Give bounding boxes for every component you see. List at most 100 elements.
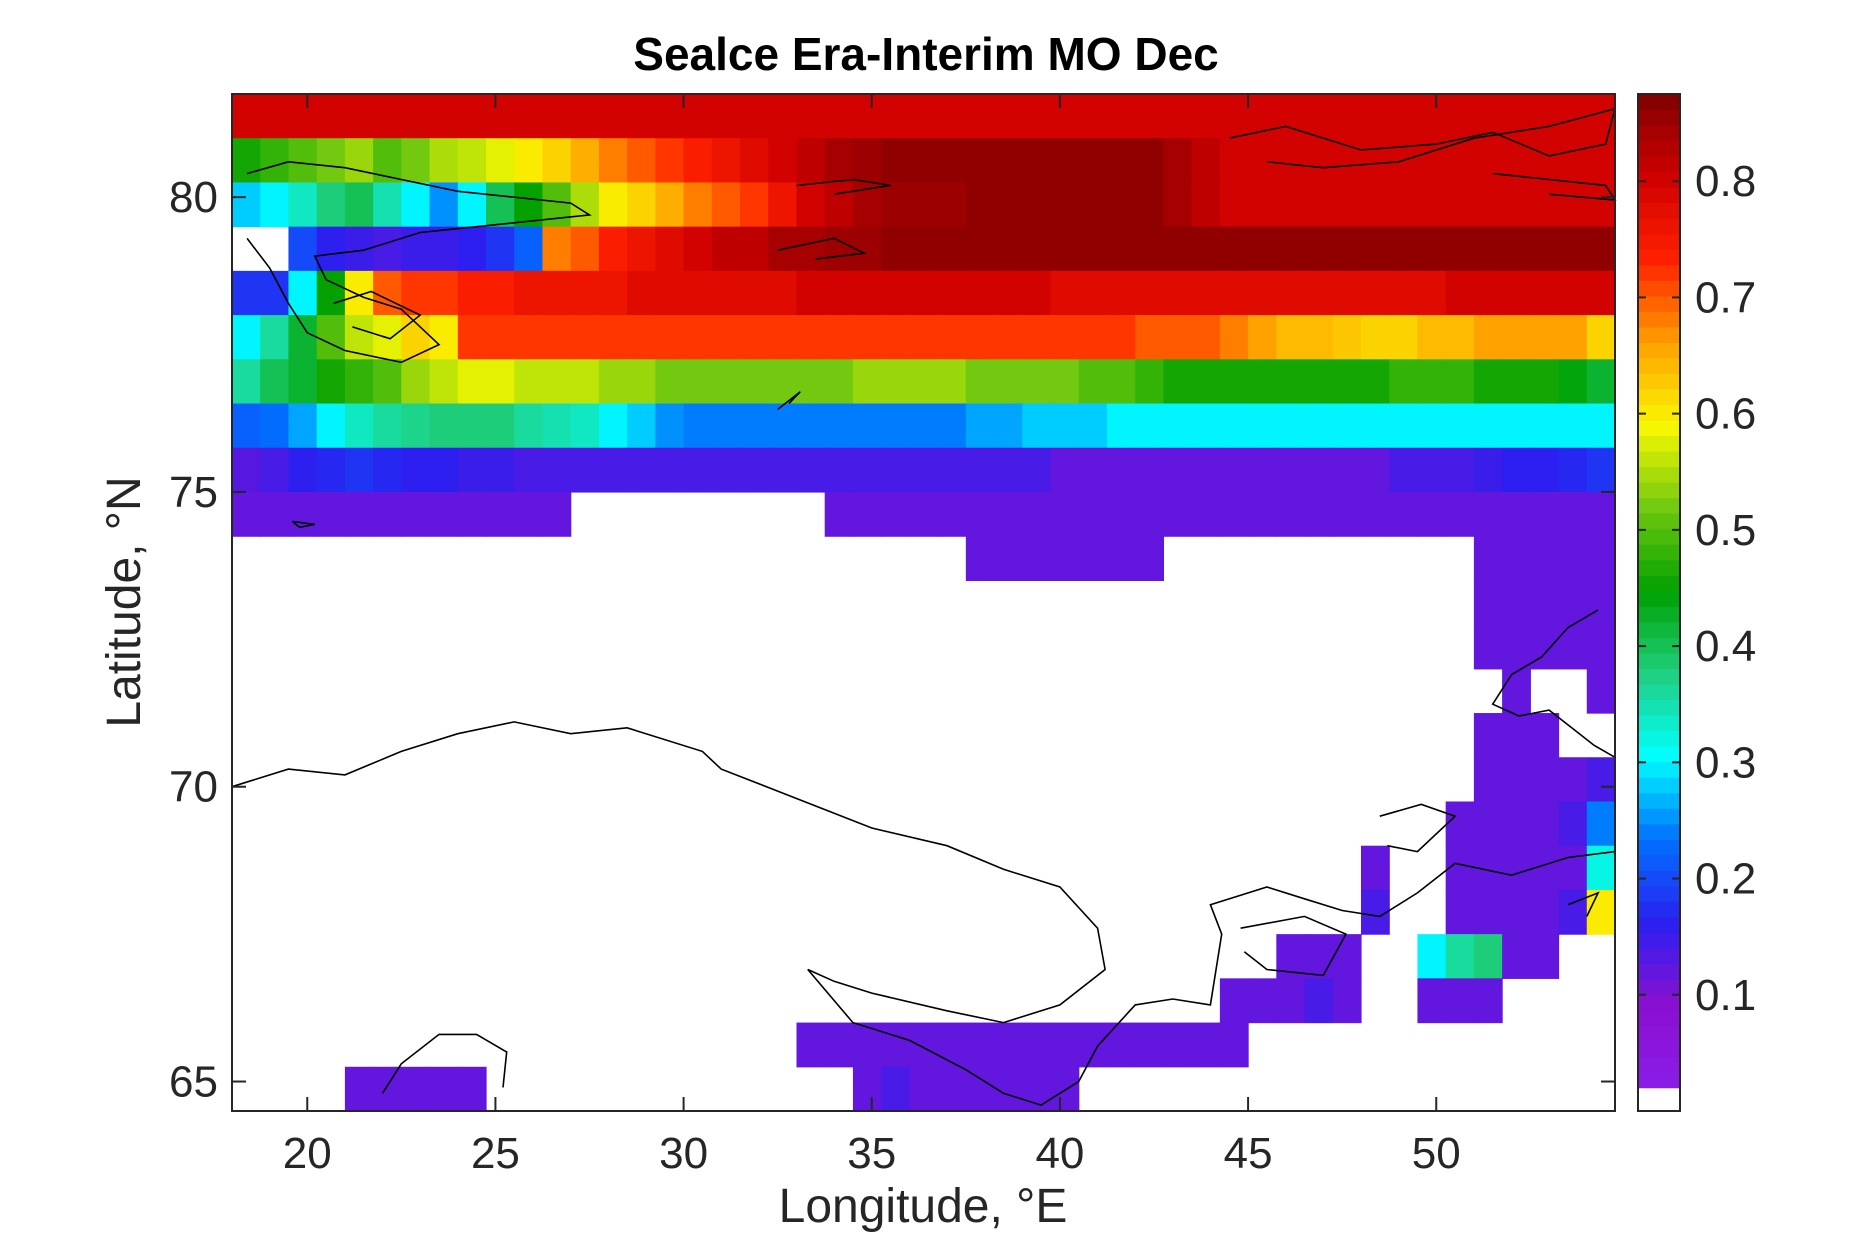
heatmap-cell [1586,226,1616,272]
heatmap-cell [598,447,628,493]
heatmap-cell [570,359,600,405]
heatmap-cell [1389,182,1419,228]
heatmap-cell [1502,845,1531,891]
colorbar-bin [1638,963,1680,980]
heatmap-cell [852,315,882,360]
heatmap-cell [1022,403,1052,449]
heatmap-cell [1219,315,1249,360]
heatmap-cell [344,94,374,139]
heatmap-cell [1558,359,1588,405]
heatmap-cell [1558,138,1588,184]
colorbar-bin [1638,233,1680,250]
heatmap-cell [994,138,1023,184]
heatmap-cell [1389,315,1419,360]
heatmap-cell [655,447,685,493]
heatmap-cell [1502,536,1531,581]
heatmap-cell [514,491,544,537]
heatmap-cell [796,138,826,184]
heatmap-cell [1530,624,1560,670]
heatmap-cell [1135,226,1165,272]
heatmap-cell [937,1066,967,1112]
heatmap-cell [344,315,374,360]
colorbar-tick-label: 0.5 [1695,506,1756,555]
coastline [246,160,592,364]
heatmap-cell [1050,403,1080,449]
heatmap-cell [1163,182,1193,228]
heatmap-cell [1078,403,1108,449]
heatmap-cell [288,94,318,139]
heatmap-cell [570,138,600,184]
heatmap-cell [1502,359,1531,405]
heatmap-cell [1248,138,1277,184]
heatmap-cell [1473,580,1503,626]
heatmap-cell [1106,359,1136,405]
heatmap-cell [881,403,910,449]
heatmap-cell [344,182,374,228]
heatmap-cell [683,315,713,360]
colorbar-bin [1638,295,1680,312]
heatmap-cell [1248,270,1277,316]
heatmap-cell [344,359,374,405]
heatmap-cell [1078,359,1108,405]
heatmap-cell [1530,934,1560,979]
heatmap-cell [373,182,402,228]
heatmap-cell [232,403,261,449]
heatmap-cell [373,403,402,449]
heatmap-cell [937,226,967,272]
heatmap-cell [1135,182,1165,228]
heatmap-cell [316,359,346,405]
heatmap-cell [598,182,628,228]
heatmap-cell [627,403,656,449]
heatmap-cell [1389,94,1419,139]
heatmap-cell [1586,491,1616,537]
heatmap-cell [288,226,318,272]
coastline [1492,172,1617,202]
y-tick-label: 70 [169,763,218,812]
heatmap-cell [457,1066,487,1112]
heatmap-cell [1473,934,1503,979]
heatmap-cell [1502,757,1531,803]
heatmap-cell [1473,536,1503,581]
heatmap-cell [1163,403,1193,449]
heatmap-cell [1106,536,1136,581]
heatmap-cell [965,270,995,316]
colorbar-bin [1638,357,1680,374]
heatmap-cell [1276,315,1306,360]
heatmap-cell [1276,270,1306,316]
coastline [1229,107,1617,169]
heatmap-cell [683,138,713,184]
colorbar-tick-label: 0.7 [1695,273,1756,322]
heatmap-cell [1135,1022,1165,1068]
colorbar-bin [1638,187,1680,204]
heatmap-cell [1530,182,1560,228]
heatmap-cell [1586,668,1616,714]
colorbar-bin [1638,140,1680,157]
heatmap-cell [1473,978,1503,1024]
heatmap-cell [486,226,515,272]
heatmap-cell [796,315,826,360]
heatmap-cell [542,226,572,272]
heatmap-cell [1050,138,1080,184]
heatmap-cell [1360,138,1390,184]
heatmap-cell [1050,315,1080,360]
y-axis-label: Latitude, °N [98,476,151,727]
colorbar-bin [1638,916,1680,933]
heatmap-cell [1050,536,1080,581]
colorbar-bin [1638,652,1680,670]
heatmap-cell [1473,94,1503,139]
colorbar-bin [1638,1072,1680,1089]
heatmap-cell [1417,978,1447,1024]
heatmap-cell [740,270,769,316]
colorbar-bin [1638,311,1680,328]
heatmap-cell [514,138,544,184]
coastline [796,178,891,195]
heatmap-cell [1445,845,1475,891]
heatmap-cell [824,315,854,360]
heatmap-cell [1389,270,1419,316]
heatmap-cell [711,403,741,449]
heatmap-cell [627,138,656,184]
colorbar-bin [1638,684,1680,701]
heatmap-cell [740,182,769,228]
heatmap-cell [1417,226,1447,272]
heatmap-cell [1586,94,1616,139]
